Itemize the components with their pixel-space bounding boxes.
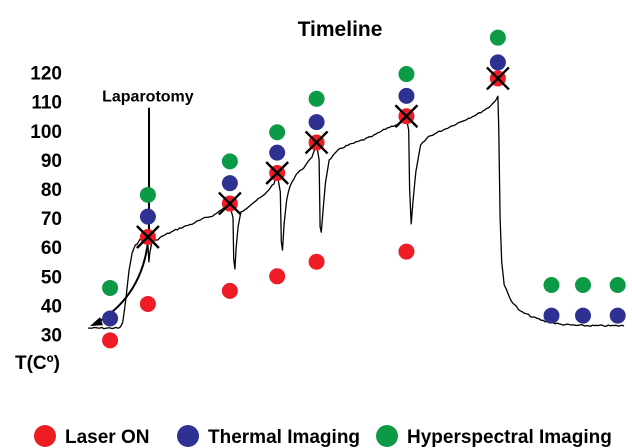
hyperspectral-imaging-marker — [489, 29, 506, 46]
y-tick-label: 120 — [30, 64, 62, 85]
y-tick-label: 100 — [30, 122, 62, 143]
legend-label: Laser ON — [65, 427, 149, 448]
cross-mark — [218, 191, 242, 216]
chart-title: Timeline — [298, 18, 383, 41]
legend-swatch — [376, 425, 398, 447]
y-tick-label: 60 — [41, 238, 62, 259]
y-axis-tick-labels: 30 40 50 60 70 80 90 100 110 120 — [30, 64, 62, 347]
cross-mark — [304, 130, 329, 155]
y-tick-label: 80 — [41, 180, 62, 201]
y-axis-label: T(Cº) — [15, 353, 60, 374]
hyperspectral-imaging-marker — [269, 124, 286, 141]
laser-on-marker — [398, 243, 415, 260]
laser-on-marker — [102, 332, 119, 349]
hyperspectral-imaging-marker — [308, 90, 325, 107]
y-tick-label: 30 — [41, 326, 62, 347]
annotation-label: Laparotomy — [102, 89, 194, 106]
hyperspectral-imaging-marker — [609, 277, 626, 294]
cross-mark — [394, 104, 419, 129]
thermal-imaging-marker — [575, 307, 592, 324]
thermal-imaging-marker — [398, 87, 415, 104]
thermal-imaging-marker — [609, 307, 626, 324]
thermal-imaging-marker — [489, 54, 506, 71]
arrow-head — [90, 317, 103, 327]
temperature-trace — [88, 95, 625, 330]
laser-on-marker — [139, 295, 156, 312]
thermal-imaging-marker — [543, 307, 560, 324]
y-tick-label: 40 — [41, 296, 62, 317]
legend-label: Hyperspectral Imaging — [407, 427, 612, 448]
hyperspectral-imaging-marker — [575, 277, 592, 294]
y-tick-label: 50 — [41, 267, 62, 288]
y-tick-label: 110 — [31, 93, 62, 114]
event-markers — [102, 29, 626, 349]
legend-label: Thermal Imaging — [208, 427, 360, 448]
thermal-imaging-marker — [308, 114, 325, 131]
hyperspectral-imaging-marker — [221, 153, 238, 170]
thermal-imaging-marker — [102, 310, 119, 327]
thermal-imaging-marker — [269, 144, 286, 161]
laser-on-marker — [308, 253, 325, 270]
hyperspectral-imaging-marker — [398, 66, 415, 83]
laser-on-marker — [269, 268, 286, 285]
cross-mark — [136, 225, 160, 249]
cross-mark — [265, 161, 290, 185]
legend: Laser ON Thermal Imaging Hyperspectral Ima… — [34, 425, 612, 448]
thermal-imaging-marker — [139, 208, 156, 225]
cross-mark — [486, 66, 510, 91]
hyperspectral-imaging-marker — [102, 279, 119, 296]
laser-on-marker — [221, 282, 238, 299]
legend-swatch — [177, 425, 199, 447]
thermal-imaging-marker — [221, 175, 238, 192]
hyperspectral-imaging-marker — [543, 277, 560, 294]
y-tick-label: 90 — [41, 151, 62, 172]
hyperspectral-imaging-marker — [139, 186, 156, 203]
legend-swatch — [34, 425, 56, 447]
y-tick-label: 70 — [41, 209, 62, 230]
